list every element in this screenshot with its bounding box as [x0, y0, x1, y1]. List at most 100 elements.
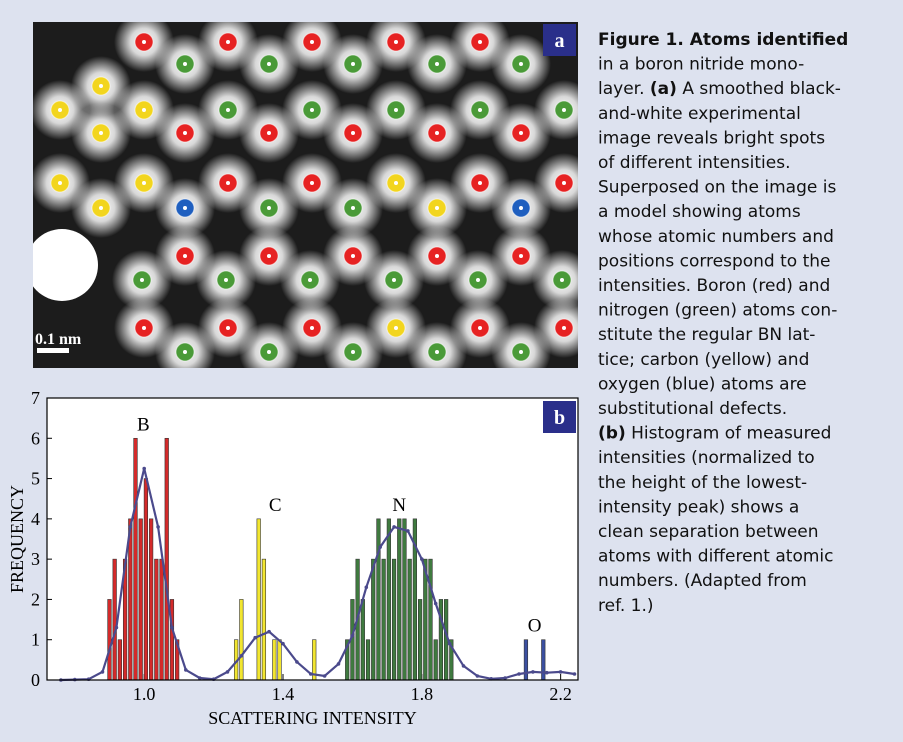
atom-highlight [99, 84, 103, 88]
bar [133, 437, 138, 681]
atom-highlight [267, 350, 271, 354]
atom-highlight [435, 254, 439, 258]
atom-highlight [478, 40, 482, 44]
caption-text: ref. 1.) [598, 596, 653, 616]
bar [428, 558, 433, 681]
caption-text: image reveals bright spots [598, 128, 825, 148]
caption-bold: (b) [598, 424, 626, 444]
caption-line: intensities. Boron (red) and [598, 276, 830, 296]
caption-text: in a boron nitride mono- [598, 55, 804, 75]
scale-bar [37, 348, 69, 353]
bar [112, 558, 117, 681]
atom-highlight [435, 62, 439, 66]
bar [417, 599, 423, 681]
caption-text: and-white experimental [598, 104, 801, 124]
atom-highlight [562, 181, 566, 185]
atom-highlight [310, 326, 314, 330]
caption-text: stitute the regular BN lat- [598, 325, 815, 345]
caption-text: positions correspond to the [598, 251, 831, 271]
atom-highlight [435, 131, 439, 135]
caption-text: intensities (normalized to [598, 448, 815, 468]
panel-label: a [555, 30, 565, 52]
atom-highlight [519, 62, 523, 66]
caption-line: Superposed on the image is [598, 178, 836, 198]
caption-text: of different intensities. [598, 153, 790, 173]
atom-highlight [183, 131, 187, 135]
bar [256, 518, 261, 681]
caption-text: a model showing atoms [598, 202, 801, 222]
x-tick-label: 1.8 [411, 684, 434, 704]
caption: Figure 1. Atoms identified in a boron nit… [598, 30, 848, 616]
bar [391, 558, 397, 681]
caption-text: intensities. Boron (red) and [598, 276, 830, 296]
bar [376, 518, 381, 681]
panel-label-box [543, 24, 576, 56]
caption-text: atoms with different atomic [598, 547, 834, 567]
atom-highlight [435, 206, 439, 210]
peak-label: C [269, 495, 282, 516]
atom-highlight [476, 278, 480, 282]
caption-text: Superposed on the image is [598, 178, 836, 198]
panel-label: b [554, 407, 565, 429]
atom-highlight [183, 62, 187, 66]
scale-bar-label: 0.1 nm [35, 331, 82, 348]
x-tick-label: 1.4 [272, 684, 295, 704]
y-axis-label: FREQUENCY [7, 485, 27, 593]
atom-highlight [58, 108, 62, 112]
atom-highlight [519, 350, 523, 354]
caption-text: the height of the lowest- [598, 473, 807, 493]
caption-line: image reveals bright spots [598, 128, 825, 148]
plot-frame [46, 397, 579, 681]
atom-highlight [478, 181, 482, 185]
caption-line: clean separation between [598, 522, 819, 542]
bar [438, 599, 444, 681]
panel-label-box [543, 401, 576, 433]
atom-highlight [99, 131, 103, 135]
y-tick-label: 3 [31, 549, 40, 569]
bar [159, 558, 164, 681]
atom-highlight [394, 40, 398, 44]
caption-line: atoms with different atomic [598, 547, 834, 567]
atom-highlight [183, 254, 187, 258]
caption-line: whose atomic numbers and [598, 227, 834, 247]
bar [381, 558, 386, 681]
bar [371, 558, 376, 681]
caption-line: intensities (normalized to [598, 448, 815, 468]
bar [138, 518, 143, 681]
peak-label: O [528, 616, 542, 637]
caption-text: substitutional defects. [598, 399, 787, 419]
caption-line: ref. 1.) [598, 596, 653, 616]
atom-highlight [435, 350, 439, 354]
y-tick-label: 7 [31, 388, 40, 408]
caption-text: Histogram of measured [626, 424, 832, 444]
bar [117, 639, 122, 681]
peak-label: B [137, 414, 150, 435]
bar [277, 639, 282, 681]
atom-highlight [392, 278, 396, 282]
caption-line: numbers. (Adapted from [598, 571, 807, 591]
y-tick-label: 6 [31, 428, 40, 448]
caption-line: layer. (a) A smoothed black- [598, 79, 841, 99]
atom-highlight [267, 131, 271, 135]
caption-line: of different intensities. [598, 153, 790, 173]
atom-highlight [394, 181, 398, 185]
atom-highlight [183, 350, 187, 354]
atom-highlight [308, 278, 312, 282]
bar [272, 639, 277, 681]
atom-highlight [226, 326, 230, 330]
bar [164, 437, 169, 681]
atom-highlight [58, 181, 62, 185]
caption-line: intensity peak) shows a [598, 497, 799, 517]
atom-highlight [226, 108, 230, 112]
caption-line: positions correspond to the [598, 251, 831, 271]
bar [107, 599, 112, 681]
atom-highlight [310, 40, 314, 44]
caption-line: Figure 1. Atoms identified [598, 30, 848, 50]
atom-highlight [351, 62, 355, 66]
atom-highlight [224, 278, 228, 282]
atom-highlight [267, 206, 271, 210]
caption-line: the height of the lowest- [598, 473, 807, 493]
bright-blob [33, 229, 98, 301]
